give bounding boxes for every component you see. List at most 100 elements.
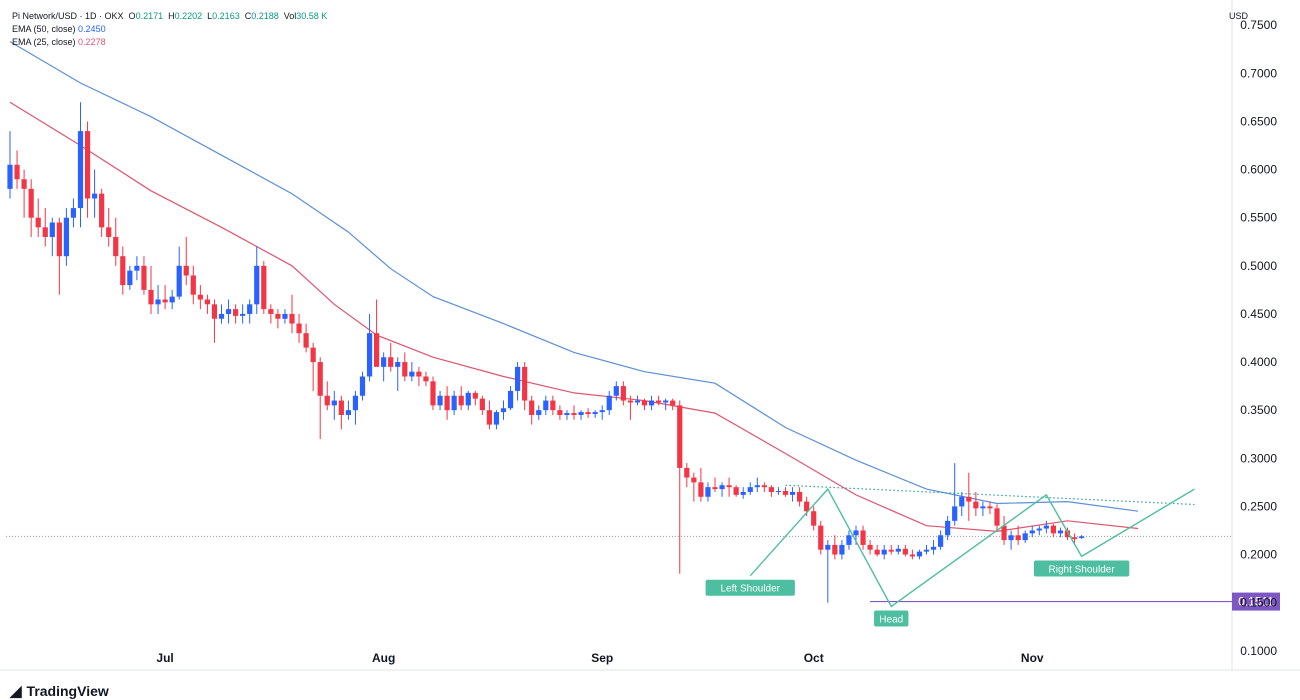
candle [113,217,119,266]
candle-body [930,546,937,550]
candle-body [775,491,782,493]
candle [416,366,422,387]
candle [162,285,168,310]
y-tick-label: 0.5000 [1240,259,1277,273]
pattern-label-bg [874,610,909,627]
candle-body [987,506,993,509]
candle-body [84,131,91,199]
candle-body [1001,525,1007,541]
candle [761,482,767,492]
time-axis[interactable]: Jul Aug Sep Oct Nov [156,651,1043,665]
candle-body [1008,535,1014,541]
candle-body [70,208,77,218]
candle-body [21,179,27,189]
candle-body [381,357,387,367]
candle-body [338,400,344,415]
candle [1050,523,1056,538]
candle [169,289,175,310]
candle-body [310,347,316,363]
candle [733,485,739,497]
candle [84,121,91,218]
pattern-label: Left Shoulder [705,579,795,596]
x-tick-label: Jul [156,651,173,665]
candle [409,362,415,382]
candle-body [451,395,457,411]
candle-body [1064,530,1071,538]
candle [902,544,908,557]
candle-body [486,410,492,425]
candle-body [881,549,887,555]
candle [952,463,958,526]
y-tick-label: 0.7000 [1240,66,1277,80]
candle [1064,527,1071,541]
ohlc-header: Pi Network/USD · 1D · OKX O0.2171 H0.220… [12,11,327,21]
candle-body [606,395,612,411]
candle-body [472,392,478,399]
y-tick-label: 0.4000 [1240,355,1277,369]
candle [500,400,507,420]
candle-body [916,551,923,557]
candle [1015,525,1021,545]
candle [846,530,852,550]
candle [994,504,1000,531]
candle-body [409,371,415,377]
candle [747,482,753,495]
candle [754,477,760,492]
candle [176,246,182,300]
tradingview-brand[interactable]: ◢ TradingView [10,682,109,700]
candle-body [656,400,662,403]
candle [120,246,126,295]
candle [1079,535,1085,539]
brand-name: TradingView [26,683,109,699]
candle [451,390,457,415]
candle [366,313,373,382]
currency-label[interactable]: USD [1228,11,1248,21]
candle [479,395,485,415]
pattern-label-text: Left Shoulder [721,584,781,595]
candle-body [211,304,218,319]
ema50-line [9,41,1139,512]
candle-body [938,535,944,547]
candle-body [1015,535,1021,541]
candle [56,217,62,295]
pattern-label-text: Right Shoulder [1049,564,1116,575]
candle [458,386,464,411]
head-and-shoulders-pattern [749,487,1195,608]
candle [282,309,288,324]
close-label: C [244,11,252,21]
candle-body [247,304,253,314]
candle-body [254,265,260,305]
candle [719,482,725,497]
candle [70,198,77,228]
high-label: H [168,11,175,21]
candle [1029,525,1035,538]
symbol-label[interactable]: Pi Network/USD · 1D · OKX [12,11,124,21]
ema25-legend[interactable]: EMA (25, close) 0.2278 [12,37,106,47]
candle [106,208,112,247]
candle [261,261,267,314]
candle [225,299,232,324]
candle-body [648,400,655,406]
price-axis[interactable]: 0.7500 0.7000 0.6500 0.6000 0.5500 0.5000 0.45… [1240,18,1277,658]
candle-body [430,381,436,406]
candle [402,352,408,382]
candle-body [578,412,584,415]
candle-body [493,412,500,425]
candle-body [261,265,267,310]
candle-body [867,544,873,550]
candle-body [240,313,246,316]
ema50-legend[interactable]: EMA (50, close) 0.2450 [12,24,106,34]
candle [712,477,718,492]
candle [648,395,655,411]
candle [909,549,915,560]
candle [331,390,337,420]
candle-body [233,309,239,316]
close-value: 0.2188 [251,11,279,21]
candle [218,304,225,324]
candle-body [388,357,394,367]
candle-body [789,491,796,495]
open-label: O [128,11,136,21]
candle-body [839,544,845,555]
resistance-line [785,484,1195,506]
